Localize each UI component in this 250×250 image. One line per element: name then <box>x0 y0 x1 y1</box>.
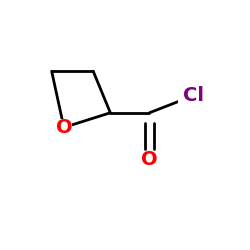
Text: Cl: Cl <box>183 86 204 105</box>
Text: O: O <box>56 118 72 137</box>
Text: O: O <box>141 150 158 169</box>
Bar <box>141 151 158 168</box>
Bar <box>178 87 209 104</box>
Bar <box>55 119 72 136</box>
